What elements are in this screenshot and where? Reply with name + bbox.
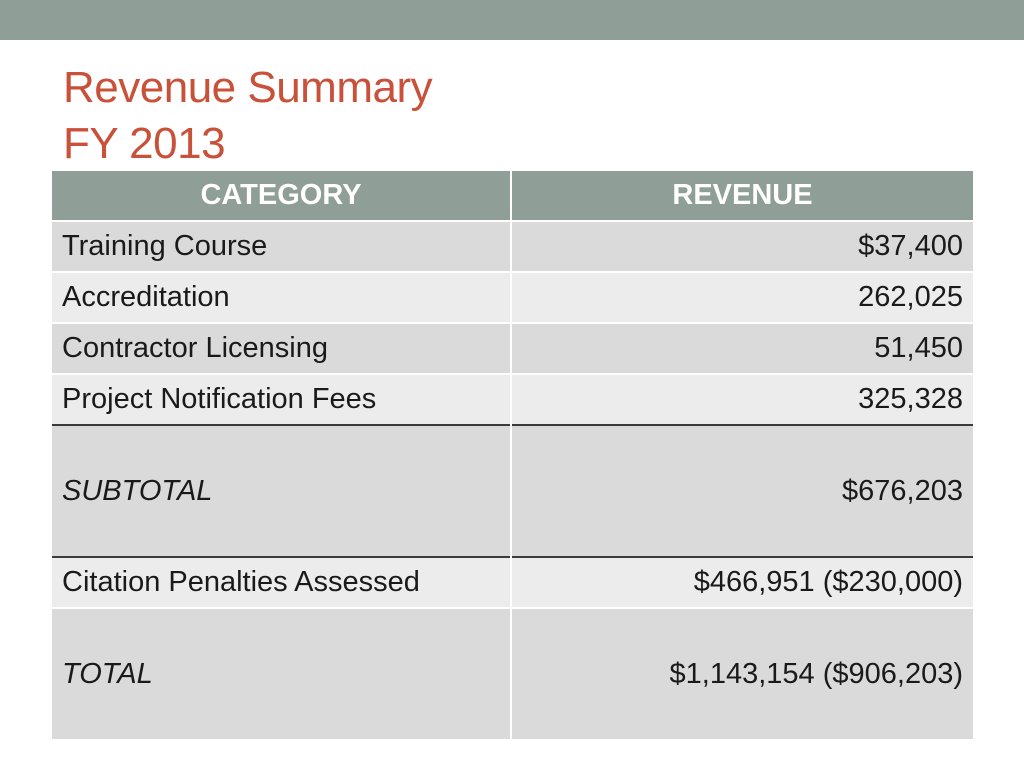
row-revenue: 262,025 bbox=[510, 271, 973, 323]
subtotal-label: SUBTOTAL bbox=[52, 424, 511, 557]
row-category: Citation Penalties Assessed bbox=[52, 556, 511, 608]
row-revenue: $466,951 ($230,000) bbox=[510, 556, 973, 608]
table-row: Accreditation 262,025 bbox=[52, 271, 973, 323]
row-revenue: 325,328 bbox=[510, 373, 973, 425]
table-row: Training Course $37,400 bbox=[52, 220, 973, 272]
top-accent-bar bbox=[0, 0, 1024, 40]
table-row: Project Notification Fees 325,328 bbox=[52, 373, 973, 425]
header-category: CATEGORY bbox=[52, 171, 511, 221]
title-line-1: Revenue Summary bbox=[63, 63, 433, 112]
total-value: $1,143,154 ($906,203) bbox=[510, 607, 973, 739]
row-revenue: 51,450 bbox=[510, 322, 973, 374]
table-row: Contractor Licensing 51,450 bbox=[52, 322, 973, 374]
revenue-table: CATEGORY REVENUE Training Course $37,400… bbox=[52, 171, 973, 739]
slide-title: Revenue Summary FY 2013 bbox=[63, 60, 433, 172]
table-row: Citation Penalties Assessed $466,951 ($2… bbox=[52, 556, 973, 608]
row-category: Contractor Licensing bbox=[52, 322, 511, 374]
total-label: TOTAL bbox=[52, 607, 511, 739]
row-revenue: $37,400 bbox=[510, 220, 973, 272]
row-category: Accreditation bbox=[52, 271, 511, 323]
title-line-2: FY 2013 bbox=[63, 119, 226, 168]
subtotal-value: $676,203 bbox=[510, 424, 973, 557]
total-row: TOTAL $1,143,154 ($906,203) bbox=[52, 607, 973, 739]
table-header-row: CATEGORY REVENUE bbox=[52, 171, 973, 221]
row-category: Project Notification Fees bbox=[52, 373, 511, 425]
header-revenue: REVENUE bbox=[510, 171, 973, 221]
subtotal-row: SUBTOTAL $676,203 bbox=[52, 424, 973, 557]
row-category: Training Course bbox=[52, 220, 511, 272]
